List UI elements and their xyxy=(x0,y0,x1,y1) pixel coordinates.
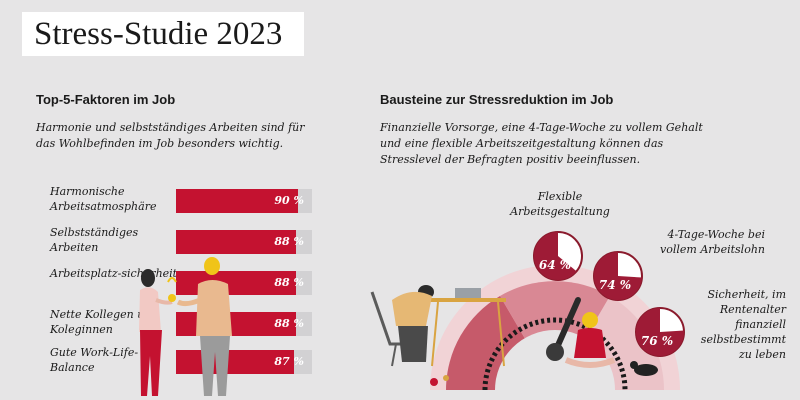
bar-label: Gute Work-Life-Balance xyxy=(50,346,139,374)
pie-slice xyxy=(594,252,642,300)
bar-track: 90 % xyxy=(176,189,312,213)
bar-value-label: 87 % xyxy=(274,355,304,368)
bar-track: 88 % xyxy=(176,312,312,336)
bar-label: Harmonische Arbeitsatmosphäre xyxy=(50,185,157,213)
bar-value-label: 88 % xyxy=(274,317,304,330)
pie-value-label: 76 % xyxy=(641,334,673,348)
pie-label-four-day-week: 4-Tage-Woche bei vollem Arbeitslohn xyxy=(660,228,765,256)
bar-value-label: 88 % xyxy=(274,235,304,248)
bar-track: 87 % xyxy=(176,350,312,374)
bar xyxy=(176,189,299,213)
drink-icon xyxy=(167,277,177,302)
man-figure xyxy=(176,257,232,396)
title-box: Stress-Studie 2023 xyxy=(22,12,304,56)
bar-track: 88 % xyxy=(176,230,312,254)
bar xyxy=(176,312,296,336)
bar-value-label: 88 % xyxy=(274,276,304,289)
gauge-needle xyxy=(552,297,581,355)
pie-label-flexible: Flexible Arbeitsgestaltung xyxy=(510,190,610,218)
pie-chart-retirement: 76 % xyxy=(635,307,685,357)
left-heading: Top-5-Faktoren im Job xyxy=(36,92,176,107)
left-subtitle: Harmonie und selbstständiges Arbeiten si… xyxy=(36,121,305,150)
bar-label: Nette Kollegen und Koleginnen xyxy=(50,308,159,336)
gauge-hub xyxy=(546,343,564,361)
bar xyxy=(176,271,296,295)
bar xyxy=(176,230,296,254)
bar-value-label: 90 % xyxy=(274,194,304,207)
cat-icon xyxy=(630,361,658,376)
pie-slice xyxy=(636,308,684,356)
bar xyxy=(176,350,295,374)
bar-label: Selbstständiges Arbeiten xyxy=(50,226,139,254)
pie-value-label: 64 % xyxy=(539,258,571,272)
right-heading: Bausteine zur Stressreduktion im Job xyxy=(380,92,614,107)
pie-value-label: 74 % xyxy=(599,278,631,292)
right-subtitle: Finanzielle Vorsorge, eine 4-Tage-Woche … xyxy=(380,121,703,166)
pie-chart-four-day-week: 74 % xyxy=(593,251,643,301)
desk xyxy=(430,288,506,367)
woman-figure xyxy=(139,269,173,396)
fallen-papers-icon xyxy=(430,375,449,386)
pie-label-retirement: Sicherheit, im Rentenalter finanziell se… xyxy=(700,288,786,361)
gauge-ticks xyxy=(482,317,628,391)
pie-chart-flexible: 64 % xyxy=(533,231,583,281)
page-title: Stress-Studie 2023 xyxy=(34,16,283,52)
tired-worker-figure xyxy=(392,285,434,362)
meditating-woman-figure xyxy=(564,312,616,368)
pie-slice xyxy=(534,232,577,280)
